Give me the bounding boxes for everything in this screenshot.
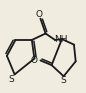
Text: O: O: [31, 56, 38, 65]
Text: S: S: [8, 75, 14, 84]
Text: NH: NH: [54, 36, 68, 44]
Text: S: S: [61, 76, 66, 85]
Text: O: O: [35, 10, 42, 19]
